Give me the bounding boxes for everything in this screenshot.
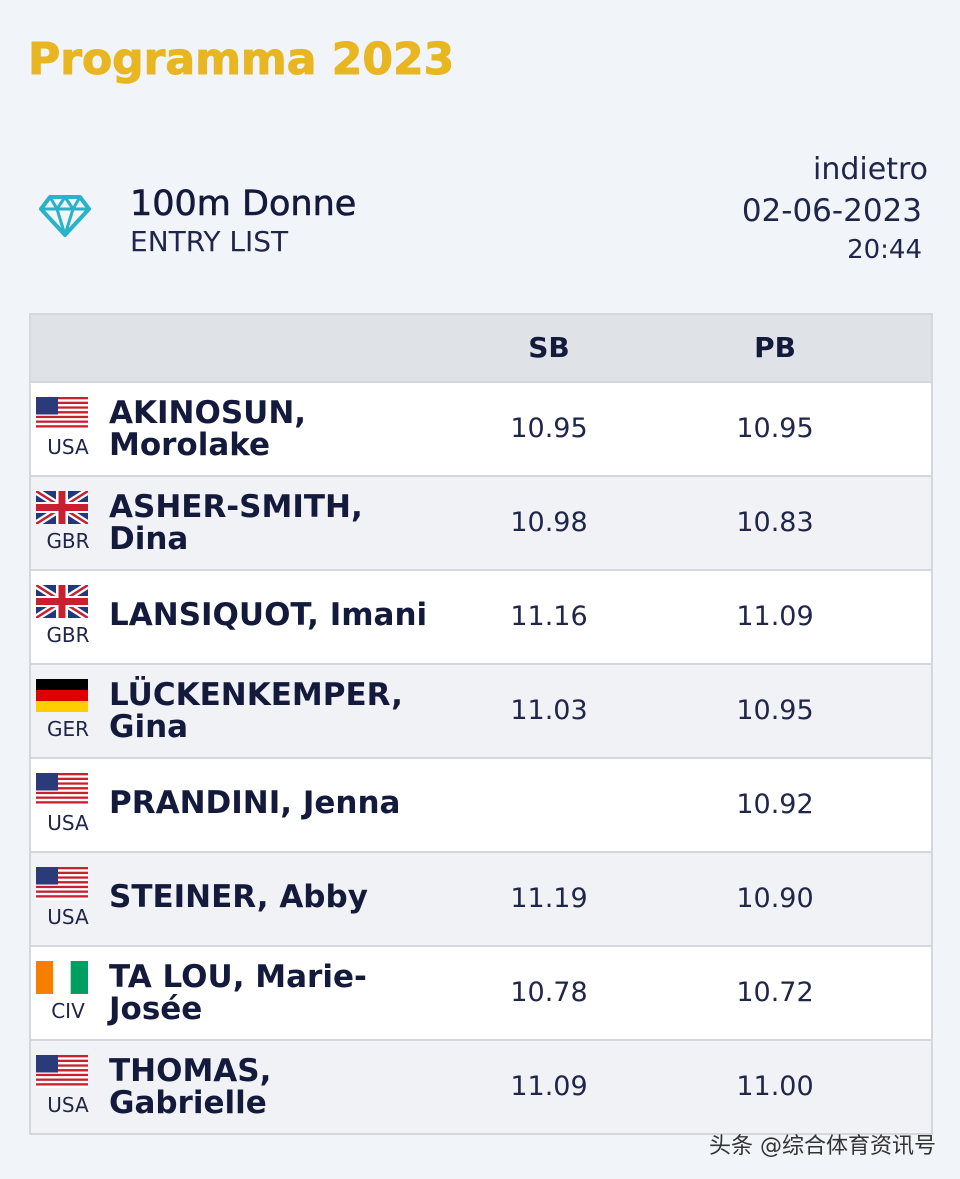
- personal-best: 10.92: [736, 789, 814, 820]
- athlete-name[interactable]: LANSIQUOT, Imani: [109, 597, 428, 633]
- country-code: USA: [47, 811, 89, 835]
- personal-best: 10.90: [736, 883, 814, 914]
- season-best: 10.98: [510, 507, 588, 538]
- gbr-flag-icon: [36, 585, 88, 618]
- ger-flag-icon: [36, 679, 88, 712]
- event-subtitle: ENTRY LIST: [130, 225, 289, 258]
- country-code: CIV: [51, 999, 85, 1023]
- season-best: 11.09: [510, 1071, 588, 1102]
- usa-flag-icon: [36, 397, 88, 430]
- diamond-league-icon: [38, 192, 92, 238]
- event-time: 20:44: [847, 235, 922, 265]
- table-row[interactable]: GER LÜCKENKEMPER, Gina 11.03 10.95: [31, 665, 931, 757]
- personal-best: 10.95: [736, 695, 814, 726]
- season-best: 11.16: [510, 601, 588, 632]
- civ-flag-icon: [36, 961, 88, 994]
- entry-list-table: SB PB USA AKINOSUN, Morolake 10.95 10.95 GBR…: [29, 313, 933, 1135]
- personal-best: 10.95: [736, 413, 814, 444]
- table-row[interactable]: CIV TA LOU, Marie-Josée 10.78 10.72: [31, 947, 931, 1039]
- event-name: 100m Donne: [130, 184, 357, 225]
- country-code: USA: [47, 1093, 89, 1117]
- athlete-name[interactable]: THOMAS, Gabrielle: [109, 1053, 272, 1121]
- event-date: 02-06-2023: [741, 193, 922, 229]
- season-best: 11.03: [510, 695, 588, 726]
- table-row[interactable]: USA AKINOSUN, Morolake 10.95 10.95: [31, 383, 931, 475]
- table-row[interactable]: GBR LANSIQUOT, Imani 11.16 11.09: [31, 571, 931, 663]
- usa-flag-icon: [36, 1055, 88, 1088]
- country-code: GER: [46, 717, 90, 741]
- column-header-sb: SB: [528, 331, 570, 364]
- column-header-pb: PB: [754, 331, 796, 364]
- athlete-name[interactable]: ASHER-SMITH, Dina: [109, 489, 363, 557]
- table-header: SB PB: [31, 315, 931, 381]
- back-link[interactable]: indietro: [813, 152, 928, 187]
- season-best: 11.19: [510, 883, 588, 914]
- athlete-name[interactable]: PRANDINI, Jenna: [109, 785, 401, 821]
- personal-best: 11.09: [736, 601, 814, 632]
- personal-best: 10.72: [736, 977, 814, 1008]
- country-code: USA: [47, 435, 89, 459]
- athlete-name[interactable]: LÜCKENKEMPER, Gina: [109, 677, 403, 745]
- event-header: 100m Donne ENTRY LIST indietro 02-06-202…: [0, 150, 960, 290]
- usa-flag-icon: [36, 773, 88, 806]
- athlete-name[interactable]: AKINOSUN, Morolake: [109, 395, 307, 463]
- table-row[interactable]: USA STEINER, Abby 11.19 10.90: [31, 853, 931, 945]
- country-code: GBR: [46, 529, 90, 553]
- season-best: 10.78: [510, 977, 588, 1008]
- table-row[interactable]: USA PRANDINI, Jenna 10.92: [31, 759, 931, 851]
- personal-best: 10.83: [736, 507, 814, 538]
- season-best: 10.95: [510, 413, 588, 444]
- table-row[interactable]: GBR ASHER-SMITH, Dina 10.98 10.83: [31, 477, 931, 569]
- page-title: Programma 2023: [27, 34, 455, 86]
- gbr-flag-icon: [36, 491, 88, 524]
- country-code: GBR: [46, 623, 90, 647]
- table-row[interactable]: USA THOMAS, Gabrielle 11.09 11.00: [31, 1041, 931, 1133]
- usa-flag-icon: [36, 867, 88, 900]
- athlete-name[interactable]: TA LOU, Marie-Josée: [109, 959, 367, 1027]
- athlete-name[interactable]: STEINER, Abby: [109, 879, 368, 915]
- country-code: USA: [47, 905, 89, 929]
- watermark: 头条 @综合体育资讯号: [709, 1134, 936, 1159]
- personal-best: 11.00: [736, 1071, 814, 1102]
